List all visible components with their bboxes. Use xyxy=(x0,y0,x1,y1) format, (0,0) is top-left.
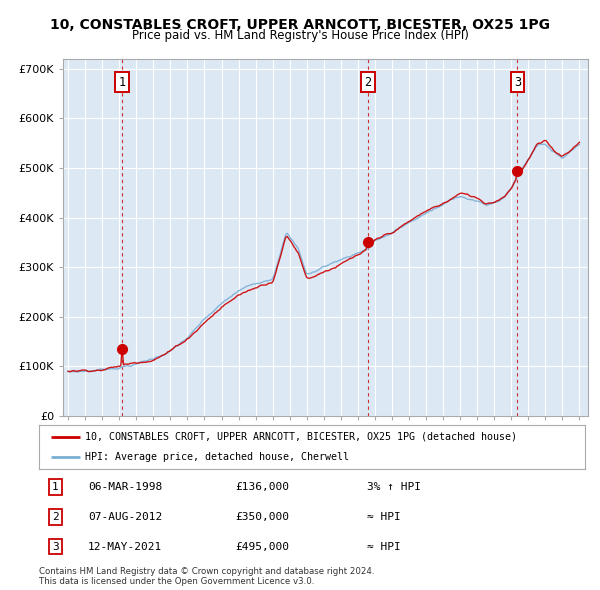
Text: 06-MAR-1998: 06-MAR-1998 xyxy=(88,482,163,492)
Text: 3: 3 xyxy=(514,76,521,88)
Text: 3: 3 xyxy=(52,542,59,552)
Text: ≈ HPI: ≈ HPI xyxy=(367,512,400,522)
Text: 3% ↑ HPI: 3% ↑ HPI xyxy=(367,482,421,492)
Text: 2: 2 xyxy=(52,512,59,522)
Text: 1: 1 xyxy=(119,76,126,88)
Text: 2: 2 xyxy=(365,76,371,88)
Text: This data is licensed under the Open Government Licence v3.0.: This data is licensed under the Open Gov… xyxy=(39,576,314,586)
Text: Price paid vs. HM Land Registry's House Price Index (HPI): Price paid vs. HM Land Registry's House … xyxy=(131,30,469,42)
Text: 10, CONSTABLES CROFT, UPPER ARNCOTT, BICESTER, OX25 1PG: 10, CONSTABLES CROFT, UPPER ARNCOTT, BIC… xyxy=(50,18,550,32)
Text: 07-AUG-2012: 07-AUG-2012 xyxy=(88,512,163,522)
Text: 1: 1 xyxy=(52,482,59,492)
Text: 10, CONSTABLES CROFT, UPPER ARNCOTT, BICESTER, OX25 1PG (detached house): 10, CONSTABLES CROFT, UPPER ARNCOTT, BIC… xyxy=(85,432,517,442)
Text: HPI: Average price, detached house, Cherwell: HPI: Average price, detached house, Cher… xyxy=(85,452,349,462)
Text: £350,000: £350,000 xyxy=(236,512,290,522)
Text: ≈ HPI: ≈ HPI xyxy=(367,542,400,552)
Text: Contains HM Land Registry data © Crown copyright and database right 2024.: Contains HM Land Registry data © Crown c… xyxy=(39,566,374,576)
Text: £495,000: £495,000 xyxy=(236,542,290,552)
Text: 12-MAY-2021: 12-MAY-2021 xyxy=(88,542,163,552)
Text: £136,000: £136,000 xyxy=(236,482,290,492)
